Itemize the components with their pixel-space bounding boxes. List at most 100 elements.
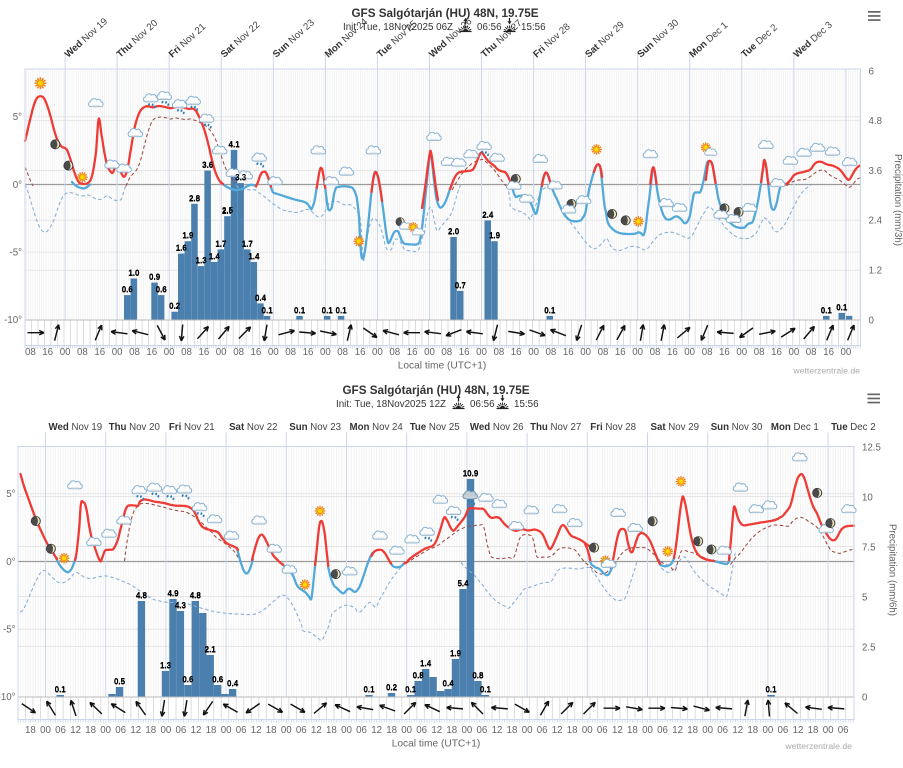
svg-text:0.1: 0.1: [294, 306, 306, 315]
svg-text:-5°: -5°: [10, 248, 23, 259]
svg-text:0°: 0°: [13, 180, 22, 191]
svg-text:00: 00: [221, 725, 232, 736]
svg-text:Wed Nov 26: Wed Nov 26: [470, 422, 524, 433]
svg-text:10.9: 10.9: [463, 469, 479, 478]
svg-text:1.4: 1.4: [209, 252, 221, 261]
svg-text:0.8: 0.8: [413, 672, 425, 681]
svg-text:1.4: 1.4: [420, 659, 432, 668]
svg-text:0.1: 0.1: [821, 306, 833, 315]
svg-text:06: 06: [717, 725, 728, 736]
svg-text:1.4: 1.4: [420, 660, 432, 669]
svg-text:16: 16: [251, 347, 262, 358]
svg-text:06: 06: [477, 725, 488, 736]
svg-text:0.1: 0.1: [480, 685, 492, 694]
svg-text:Thu Nov 20: Thu Nov 20: [109, 422, 161, 433]
svg-text:18: 18: [567, 725, 578, 736]
svg-text:1.9: 1.9: [182, 231, 194, 240]
svg-text:0.1: 0.1: [836, 303, 848, 312]
svg-text:4.8: 4.8: [869, 116, 882, 127]
svg-text:Thu Nov 27: Thu Nov 27: [530, 422, 581, 433]
svg-text:3.3: 3.3: [235, 173, 247, 182]
svg-text:08: 08: [25, 347, 36, 358]
svg-text:12: 12: [431, 725, 442, 736]
svg-text:00: 00: [268, 347, 279, 358]
svg-text:4.9: 4.9: [167, 589, 179, 598]
svg-text:0.1: 0.1: [55, 685, 67, 694]
svg-text:-5°: -5°: [3, 625, 16, 636]
svg-text:0.5: 0.5: [114, 677, 126, 686]
svg-text:08: 08: [77, 347, 88, 358]
svg-text:0: 0: [862, 692, 868, 703]
svg-text:06: 06: [176, 725, 187, 736]
svg-text:1.7: 1.7: [242, 239, 254, 248]
svg-text:00: 00: [736, 347, 747, 358]
svg-text:2.0: 2.0: [448, 228, 460, 237]
svg-text:06: 06: [778, 725, 789, 736]
svg-text:Sun Nov 23: Sun Nov 23: [289, 422, 341, 433]
svg-text:1.7: 1.7: [215, 239, 227, 248]
svg-text:12.5: 12.5: [862, 442, 881, 453]
svg-text:Init: Tue, 18Nov2025 06Z: Init: Tue, 18Nov2025 06Z: [343, 22, 453, 33]
svg-text:0.2: 0.2: [169, 302, 181, 311]
svg-text:08: 08: [598, 347, 609, 358]
svg-text:0.1: 0.1: [765, 686, 777, 695]
svg-text:06: 06: [657, 725, 668, 736]
svg-text:00: 00: [320, 347, 331, 358]
svg-text:12: 12: [552, 725, 563, 736]
svg-text:08: 08: [129, 347, 140, 358]
svg-text:4.3: 4.3: [175, 602, 187, 611]
svg-text:0.1: 0.1: [363, 685, 375, 694]
svg-text:Init: Tue, 18Nov2025 12Z: Init: Tue, 18Nov2025 12Z: [336, 399, 446, 410]
svg-text:06:56: 06:56: [470, 399, 495, 410]
svg-text:2.0: 2.0: [448, 227, 460, 236]
svg-text:00: 00: [642, 725, 653, 736]
svg-text:0.8: 0.8: [472, 672, 484, 681]
svg-text:00: 00: [60, 347, 71, 358]
svg-text:16: 16: [146, 347, 157, 358]
svg-text:18: 18: [25, 725, 36, 736]
svg-text:0.1: 0.1: [262, 306, 274, 315]
svg-text:0.6: 0.6: [212, 675, 224, 684]
svg-text:1.9: 1.9: [450, 649, 462, 658]
svg-text:0.4: 0.4: [255, 293, 267, 302]
svg-text:06: 06: [236, 725, 247, 736]
svg-text:16: 16: [303, 347, 314, 358]
svg-text:4.8: 4.8: [190, 592, 202, 601]
svg-text:00: 00: [372, 347, 383, 358]
svg-text:0.4: 0.4: [443, 679, 455, 688]
svg-text:0.1: 0.1: [765, 685, 777, 694]
svg-text:18: 18: [446, 725, 457, 736]
svg-text:12: 12: [70, 725, 81, 736]
svg-text:2.5: 2.5: [862, 642, 875, 653]
svg-text:0.2: 0.2: [169, 302, 181, 311]
svg-text:08: 08: [441, 347, 452, 358]
svg-text:16: 16: [459, 347, 470, 358]
svg-text:1.4: 1.4: [248, 252, 260, 261]
svg-text:12: 12: [371, 725, 382, 736]
svg-text:1.2: 1.2: [869, 266, 882, 277]
svg-text:0.6: 0.6: [182, 676, 194, 685]
svg-text:00: 00: [684, 347, 695, 358]
svg-text:Local time (UTC+1): Local time (UTC+1): [398, 361, 487, 372]
svg-text:16: 16: [511, 347, 522, 358]
svg-text:2.4: 2.4: [482, 210, 494, 219]
svg-text:0.1: 0.1: [405, 685, 417, 694]
svg-text:00: 00: [341, 725, 352, 736]
svg-text:0.9: 0.9: [149, 273, 161, 282]
svg-text:08: 08: [806, 347, 817, 358]
svg-text:08: 08: [337, 347, 348, 358]
svg-text:Sat Nov 22: Sat Nov 22: [229, 422, 277, 433]
svg-text:15:56: 15:56: [514, 399, 539, 410]
svg-text:-10°: -10°: [4, 315, 22, 326]
svg-text:7.5: 7.5: [862, 542, 875, 553]
svg-text:0.1: 0.1: [480, 686, 492, 695]
svg-text:06:56: 06:56: [477, 22, 502, 33]
svg-text:4.8: 4.8: [136, 591, 148, 600]
svg-text:4.8: 4.8: [136, 592, 148, 601]
svg-text:08: 08: [546, 347, 557, 358]
svg-text:00: 00: [401, 725, 412, 736]
svg-text:08: 08: [233, 347, 244, 358]
svg-text:1.3: 1.3: [160, 661, 172, 670]
svg-text:1.3: 1.3: [160, 662, 172, 671]
svg-text:4.9: 4.9: [167, 590, 179, 599]
